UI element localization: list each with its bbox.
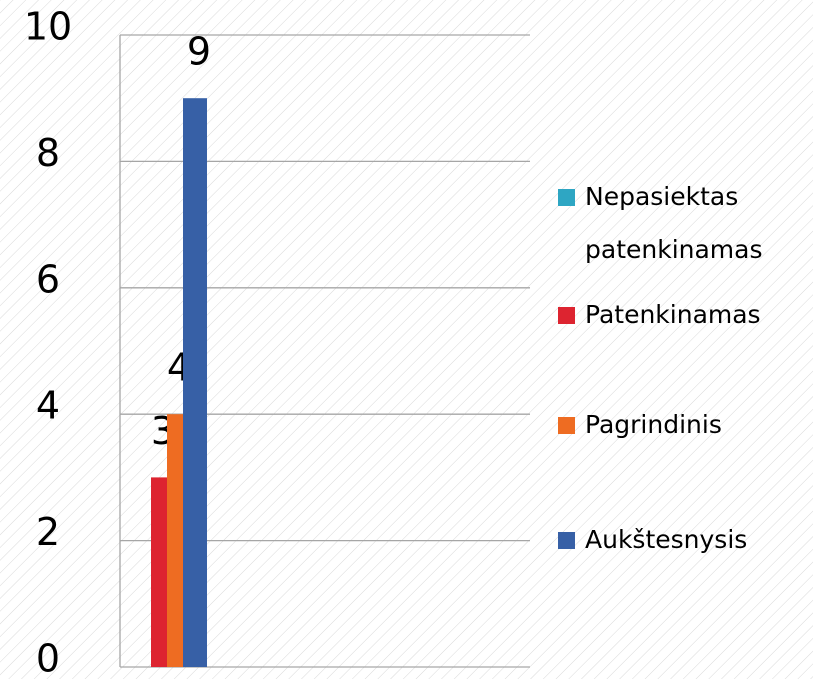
y-tick-label: 10 xyxy=(24,5,72,49)
data-label: 9 xyxy=(187,30,211,74)
legend-swatch xyxy=(558,532,575,549)
legend-item: Patenkinamas xyxy=(558,288,803,341)
legend-swatch xyxy=(558,307,575,324)
legend-swatch xyxy=(558,417,575,434)
legend-item: Pagrindinis xyxy=(558,398,803,451)
legend-item: Nepasiektas patenkinamas xyxy=(558,170,803,276)
y-tick-label: 8 xyxy=(36,131,60,175)
legend-item: Aukštesnysis xyxy=(558,513,803,566)
y-tick-label: 0 xyxy=(36,637,60,679)
y-tick-label: 6 xyxy=(36,257,60,301)
legend-label: Pagrindinis xyxy=(585,410,722,439)
legend-label: Aukštesnysis xyxy=(585,525,748,554)
legend-swatch xyxy=(558,189,575,206)
bar xyxy=(167,414,183,667)
y-tick-label: 4 xyxy=(36,384,60,428)
bar xyxy=(151,477,167,667)
bar xyxy=(183,98,207,667)
legend-label: Nepasiektas patenkinamas xyxy=(585,182,763,264)
legend-label: Patenkinamas xyxy=(585,300,761,329)
y-tick-label: 2 xyxy=(36,510,60,554)
